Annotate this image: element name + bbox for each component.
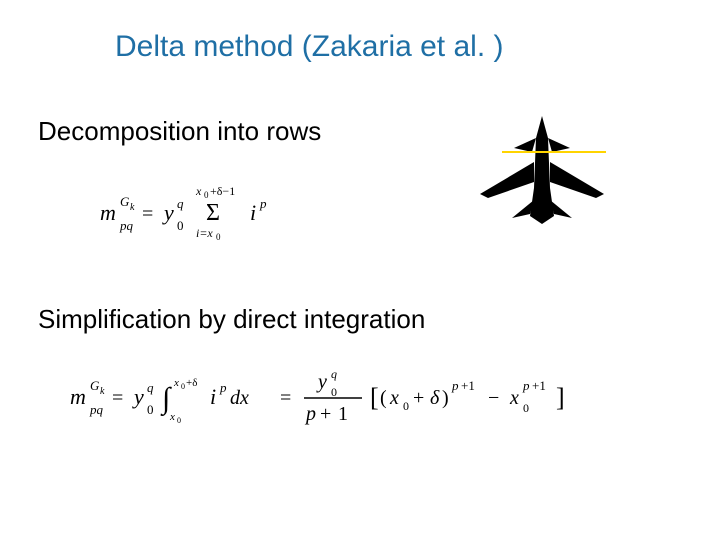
- svg-text:0: 0: [177, 416, 181, 425]
- svg-text:i: i: [250, 200, 256, 225]
- svg-text:0: 0: [181, 382, 185, 391]
- svg-text:0: 0: [523, 401, 529, 415]
- svg-text:+: +: [320, 403, 331, 425]
- svg-text:x: x: [169, 411, 175, 423]
- svg-text:y: y: [316, 371, 327, 393]
- svg-text:q: q: [177, 196, 184, 211]
- svg-text:0: 0: [147, 402, 154, 417]
- svg-text:=: =: [280, 387, 291, 409]
- svg-text:k: k: [130, 202, 135, 213]
- svg-text:+δ: +δ: [186, 377, 197, 389]
- svg-text:q: q: [147, 380, 154, 395]
- svg-text:0: 0: [403, 399, 409, 413]
- svg-text:): ): [442, 387, 449, 409]
- svg-text:0: 0: [204, 190, 209, 200]
- svg-text:i: i: [210, 384, 216, 409]
- svg-text:0: 0: [177, 218, 184, 233]
- svg-text:dx: dx: [230, 387, 249, 409]
- svg-text:1: 1: [338, 403, 348, 425]
- svg-text:p: p: [259, 196, 267, 211]
- svg-text:k: k: [100, 386, 105, 397]
- svg-text:Σ: Σ: [206, 200, 220, 226]
- svg-text:x: x: [509, 387, 519, 409]
- svg-text:p: p: [451, 378, 459, 393]
- svg-text:0: 0: [331, 385, 337, 399]
- svg-text:m: m: [70, 384, 86, 409]
- svg-text:x: x: [173, 377, 179, 389]
- svg-text:+: +: [413, 387, 424, 409]
- svg-text:q: q: [331, 367, 337, 381]
- slide-title: Delta method (Zakaria et al. ): [115, 30, 504, 64]
- svg-text:+1: +1: [532, 378, 546, 393]
- svg-text:m: m: [100, 200, 116, 225]
- svg-text:=: =: [142, 203, 153, 225]
- svg-text:p: p: [522, 378, 530, 393]
- svg-text:pq: pq: [89, 402, 104, 417]
- svg-text:+1: +1: [461, 378, 475, 393]
- svg-text:p: p: [304, 403, 316, 425]
- svg-text:+δ−1: +δ−1: [210, 184, 235, 198]
- formula-integration: m G k pq = y q 0 ∫ x 0 +δ x 0 i p dx =: [70, 360, 660, 439]
- slide: Delta method (Zakaria et al. ) Decomposi…: [0, 0, 720, 540]
- svg-text:(: (: [380, 387, 387, 409]
- svg-text:y: y: [162, 200, 174, 225]
- svg-text:=: =: [112, 387, 123, 409]
- subheading-simplification: Simplification by direct integration: [38, 304, 425, 335]
- svg-text:i=x: i=x: [196, 226, 213, 240]
- svg-text:G: G: [120, 194, 130, 209]
- formula-decomposition: m G k pq = y q 0 x 0 +δ−1 Σ i=x 0 i p: [100, 180, 320, 253]
- svg-text:[: [: [370, 383, 379, 412]
- svg-text:x: x: [389, 387, 399, 409]
- row-highlight-line: [502, 151, 606, 153]
- svg-text:δ: δ: [430, 387, 440, 409]
- svg-text:−: −: [488, 387, 499, 409]
- subheading-decomposition: Decomposition into rows: [38, 116, 321, 147]
- aircraft-figure: [472, 108, 612, 228]
- svg-text:y: y: [132, 384, 144, 409]
- svg-text:pq: pq: [119, 218, 134, 233]
- svg-text:x: x: [195, 184, 202, 198]
- svg-text:0: 0: [216, 232, 221, 242]
- svg-text:p: p: [219, 380, 227, 395]
- svg-text:]: ]: [556, 383, 565, 412]
- svg-text:G: G: [90, 378, 100, 393]
